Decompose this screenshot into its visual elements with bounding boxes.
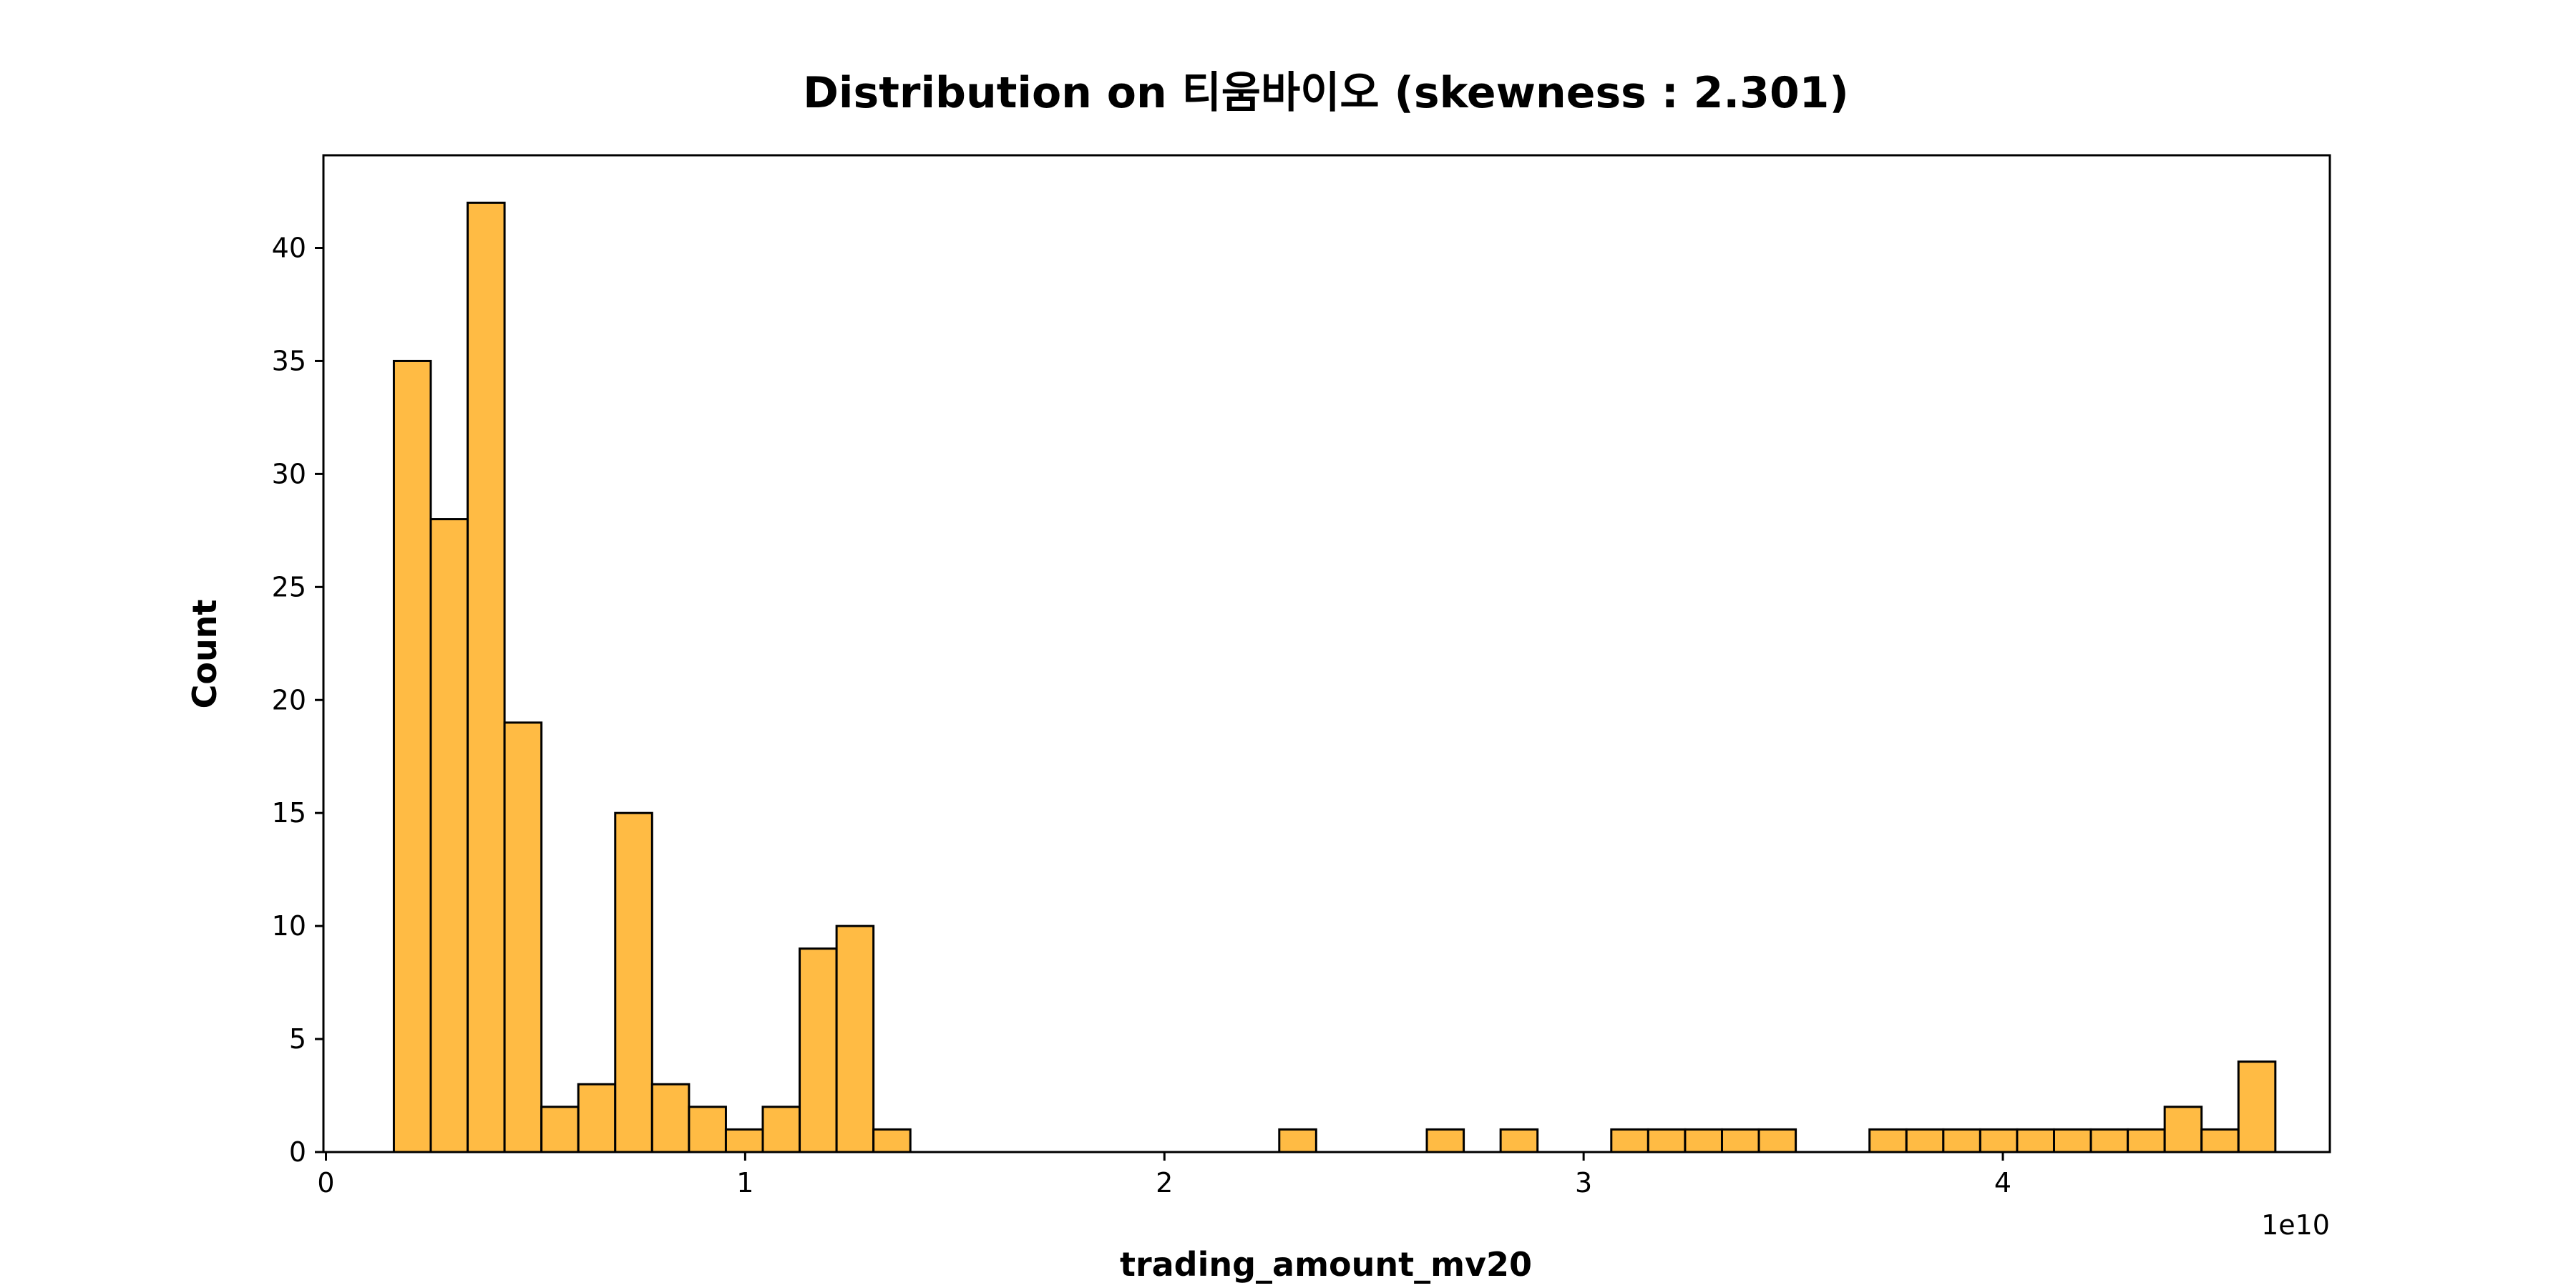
x-tick-label: 1: [736, 1167, 753, 1199]
histogram-bar: [724, 1128, 764, 1153]
histogram-bar: [1757, 1128, 1797, 1153]
histogram-bar: [392, 359, 432, 1153]
y-axis-ticks: 0 5 10 15 20 25 30 35 40: [272, 233, 323, 1168]
y-tick-label: 40: [272, 233, 306, 264]
histogram-bar: [2163, 1106, 2203, 1153]
histogram-bar: [650, 1083, 691, 1153]
y-tick-label: 15: [272, 797, 306, 829]
histogram-bar: [799, 947, 838, 1153]
histogram-bar: [1610, 1128, 1649, 1153]
histogram-bar: [503, 721, 543, 1153]
histogram-bar: [467, 201, 506, 1153]
chart-title: Distribution on 티움바이오 (skewness : 2.301): [803, 68, 1849, 118]
bars-group: [392, 201, 2277, 1153]
x-tick-label: 4: [1994, 1167, 2011, 1199]
histogram-bar: [614, 811, 653, 1153]
y-tick-label: 20: [272, 684, 306, 716]
histogram-bar: [2016, 1128, 2055, 1153]
histogram-bar: [1720, 1128, 1760, 1153]
histogram-bar: [2127, 1128, 2166, 1153]
histogram-bar: [1646, 1128, 1687, 1153]
histogram-bar: [835, 924, 875, 1153]
histogram-bar: [540, 1106, 580, 1153]
histogram-bar: [429, 518, 469, 1153]
histogram-bar: [872, 1128, 912, 1153]
histogram-bar: [1425, 1128, 1465, 1153]
y-tick-label: 25: [272, 571, 306, 602]
histogram-bar: [1905, 1128, 1945, 1153]
histogram-bar: [2200, 1128, 2240, 1153]
histogram-bar: [1979, 1128, 2019, 1153]
y-tick-label: 0: [289, 1136, 306, 1168]
histogram-bar: [1684, 1128, 1723, 1153]
histogram-bar: [1868, 1128, 1908, 1153]
histogram-bar: [2089, 1128, 2129, 1153]
histogram-bar: [688, 1106, 727, 1153]
histogram-bar: [1942, 1128, 1981, 1153]
y-tick-label: 35: [272, 345, 306, 376]
x-axis-ticks: 0 1 2 3 4: [317, 1152, 2011, 1199]
histogram-bar: [1278, 1128, 1317, 1153]
plot-frame: [322, 154, 2331, 1153]
histogram-bar: [2052, 1128, 2092, 1153]
y-axis-label: Count: [185, 600, 224, 709]
x-tick-label: 0: [317, 1167, 334, 1199]
x-axis-offset-label: 1e10: [2261, 1209, 2330, 1241]
histogram-bar: [2237, 1060, 2277, 1153]
y-tick-label: 10: [272, 910, 306, 942]
histogram-bar: [577, 1083, 617, 1153]
x-axis-label: trading_amount_mv20: [1120, 1245, 1532, 1284]
x-tick-label: 2: [1156, 1167, 1173, 1199]
histogram-bar: [761, 1106, 801, 1153]
y-tick-label: 5: [289, 1023, 306, 1055]
histogram-bar: [1499, 1128, 1539, 1153]
x-tick-label: 3: [1575, 1167, 1592, 1199]
y-tick-label: 30: [272, 458, 306, 489]
